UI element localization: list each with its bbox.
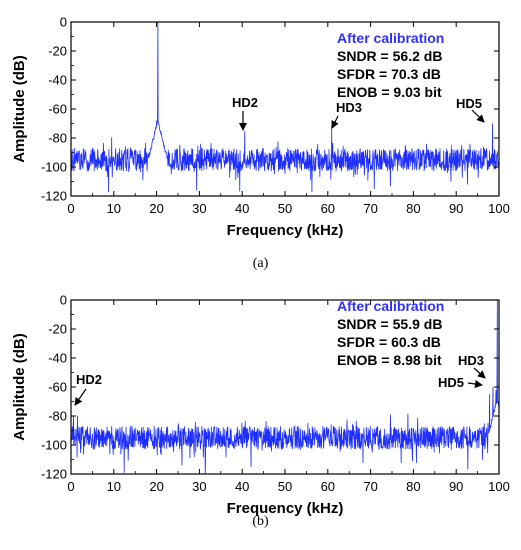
annotation-hd3: HD3 (458, 353, 484, 368)
caption-a: (a) (252, 256, 269, 271)
annotation-hd2: HD2 (76, 372, 102, 387)
x-tick-label: 40 (235, 201, 249, 216)
enob-label: ENOB = 8.98 bit (337, 352, 442, 368)
annotation-arrow-hd2 (74, 388, 87, 406)
annotation-hd5: HD5 (456, 96, 482, 111)
x-axis-label: Frequency (kHz) (227, 500, 344, 517)
y-tick-label: -80 (48, 409, 67, 424)
y-tick-label: -120 (41, 467, 67, 482)
y-tick-label: 0 (60, 293, 67, 308)
x-tick-label: 0 (67, 479, 74, 494)
y-axis-label: Amplitude (dB) (11, 55, 28, 162)
x-tick-label: 50 (278, 201, 292, 216)
y-tick-label: -20 (48, 322, 67, 337)
x-tick-label: 30 (192, 479, 206, 494)
x-tick-label: 20 (149, 479, 163, 494)
sfdr-label: SFDR = 60.3 dB (337, 334, 441, 350)
spectrum-trace-b (71, 300, 499, 474)
y-tick-label: -80 (48, 131, 67, 146)
sndr-label: SNDR = 56.2 dB (337, 48, 442, 64)
x-axis-label: Frequency (kHz) (227, 222, 344, 239)
x-tick-label: 90 (449, 201, 463, 216)
x-tick-label: 10 (107, 201, 121, 216)
y-tick-label: -40 (48, 73, 67, 88)
x-tick-label: 100 (488, 479, 510, 494)
x-tick-label: 20 (149, 201, 163, 216)
y-axis-label: Amplitude (dB) (11, 333, 28, 440)
x-tick-label: 40 (235, 479, 249, 494)
spectrum-trace-a (71, 22, 499, 193)
y-tick-label: -60 (48, 102, 67, 117)
sndr-label: SNDR = 55.9 dB (337, 316, 442, 332)
x-tick-label: 70 (363, 479, 377, 494)
annotation-arrow-hd3 (331, 115, 339, 129)
x-tick-label: 10 (107, 479, 121, 494)
spectrum-chart-b: 0 10 20 30 40 50 60 70 80 90 100 0 -20 -40 -60 -80 -100 -… (11, 293, 510, 518)
y-tick-label: 0 (60, 15, 67, 30)
annotation-hd5: HD5 (438, 375, 464, 390)
sfdr-label: SFDR = 70.3 dB (337, 66, 441, 82)
annotation-arrow-hd5 (471, 109, 485, 123)
caption-b: (b) (252, 514, 269, 529)
x-tick-label: 80 (406, 479, 420, 494)
x-tick-label: 0 (67, 201, 74, 216)
calibration-title: After calibration (337, 298, 444, 314)
x-tick-label: 30 (192, 201, 206, 216)
spectrum-chart-a: 0 10 20 30 40 50 60 70 80 90 100 0 -20 -40 -60 -80 -100 -… (11, 15, 510, 240)
y-tick-label: -40 (48, 351, 67, 366)
annotation-hd2: HD2 (232, 95, 258, 110)
y-tick-label: -60 (48, 380, 67, 395)
x-tick-label: 50 (278, 479, 292, 494)
calibration-title: After calibration (337, 30, 444, 46)
x-tick-label: 90 (449, 479, 463, 494)
x-tick-label: 70 (363, 201, 377, 216)
x-tick-label: 100 (488, 201, 510, 216)
annotation-arrow-hd3 (473, 367, 486, 379)
y-tick-label: -20 (48, 44, 67, 59)
y-tick-label: -100 (41, 438, 67, 453)
x-tick-label: 60 (321, 479, 335, 494)
y-tick-label: -120 (41, 189, 67, 204)
y-tick-label: -100 (41, 160, 67, 175)
enob-label: ENOB = 9.03 bit (337, 84, 442, 100)
annotation-hd3: HD3 (336, 100, 362, 115)
annotation-arrow-hd5 (467, 380, 483, 388)
x-tick-label: 60 (321, 201, 335, 216)
x-tick-label: 80 (406, 201, 420, 216)
